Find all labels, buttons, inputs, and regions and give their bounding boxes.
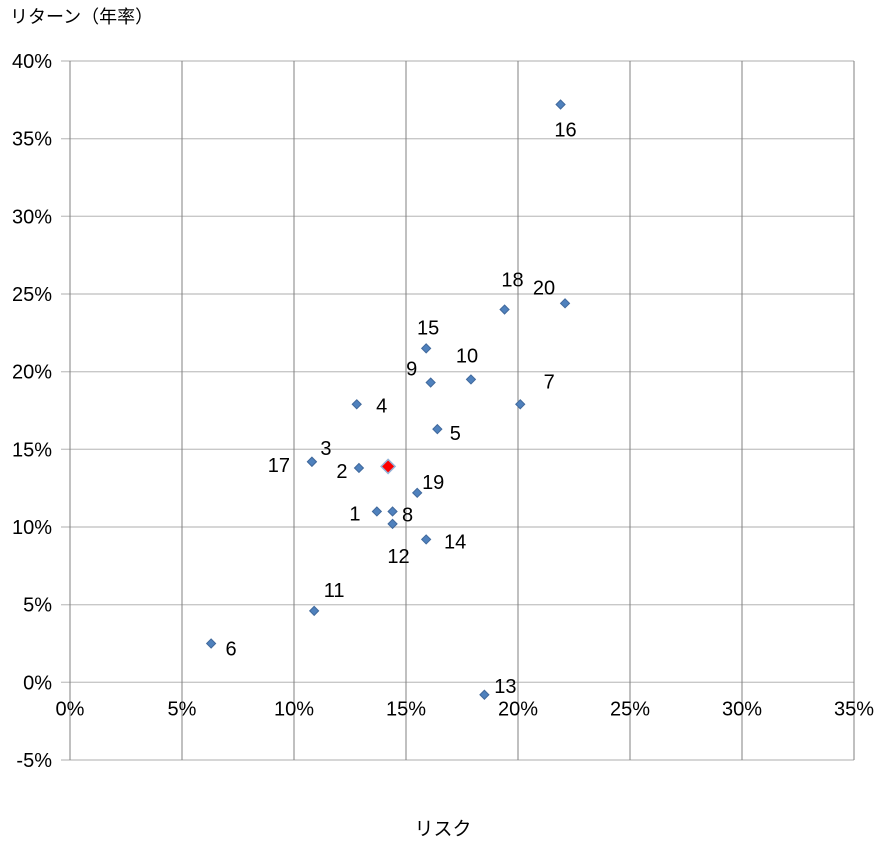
y-tick-label: 10% <box>12 517 52 539</box>
data-point-14 <box>420 534 432 545</box>
point-label-20: 20 <box>533 277 555 299</box>
highlight-point <box>380 458 397 475</box>
plot-area: 40% 35% 30% 25% 20% 15% 10% 5% 0% -5% 0% 5% 10% 15% 20… <box>12 51 874 772</box>
data-point-19 <box>411 487 423 499</box>
point-label-18: 18 <box>501 270 523 292</box>
point-label-8: 8 <box>402 504 413 526</box>
point-label-5: 5 <box>450 423 461 445</box>
data-point-12 <box>387 518 398 530</box>
data-point-2 <box>353 462 365 474</box>
point-label-6: 6 <box>226 639 237 661</box>
y-tick-label: 5% <box>23 595 52 617</box>
data-point-4 <box>351 399 362 410</box>
x-tick-label: 25% <box>610 698 650 720</box>
point-label-11: 11 <box>324 580 345 602</box>
data-point-17 <box>306 456 318 467</box>
data-point-6 <box>205 638 217 649</box>
point-label-2: 2 <box>336 461 347 483</box>
point-label-4: 4 <box>376 395 387 417</box>
y-tick-label: -5% <box>16 750 52 772</box>
x-tick-label: 5% <box>168 698 197 720</box>
y-tick-label: 15% <box>12 439 52 461</box>
data-point-20 <box>559 298 571 309</box>
x-tick-label: 10% <box>274 698 314 720</box>
point-label-14: 14 <box>444 531 466 553</box>
y-tick-label: 25% <box>12 284 52 306</box>
point-label-12: 12 <box>387 546 409 568</box>
data-point-18 <box>499 304 510 315</box>
point-label-7: 7 <box>544 371 555 393</box>
point-label-9: 9 <box>406 359 417 381</box>
point-label-17: 17 <box>268 455 290 477</box>
data-point-9 <box>425 377 436 388</box>
data-point-10 <box>465 374 477 385</box>
x-tick-label: 30% <box>722 698 762 720</box>
y-tick-label: 20% <box>12 362 52 384</box>
x-axis-title: リスク <box>414 818 471 840</box>
point-label-10: 10 <box>456 345 478 367</box>
data-point-7 <box>515 399 526 410</box>
x-tick-label: 0% <box>56 698 85 720</box>
point-label-13: 13 <box>494 676 516 698</box>
y-axis-title: リターン（年率） <box>10 7 153 27</box>
data-point-15 <box>420 343 432 354</box>
point-label-16: 16 <box>554 119 576 141</box>
data-point-8 <box>387 506 398 517</box>
y-tick-label: 0% <box>23 672 52 694</box>
x-tick-label: 15% <box>386 698 426 720</box>
data-point-5 <box>432 423 443 435</box>
point-label-3: 3 <box>320 438 331 460</box>
data-point-11 <box>308 605 320 617</box>
point-label-1: 1 <box>349 503 360 525</box>
point-label-15: 15 <box>417 317 439 339</box>
x-tick-label: 35% <box>834 698 874 720</box>
x-tick-label: 20% <box>498 698 538 720</box>
y-tick-label: 35% <box>12 129 52 151</box>
point-label-19: 19 <box>422 472 444 494</box>
data-point-1 <box>371 506 383 517</box>
y-tick-label: 40% <box>12 51 52 73</box>
data-point-13 <box>479 689 490 700</box>
y-tick-label: 30% <box>12 206 52 228</box>
data-point-16 <box>555 99 566 110</box>
